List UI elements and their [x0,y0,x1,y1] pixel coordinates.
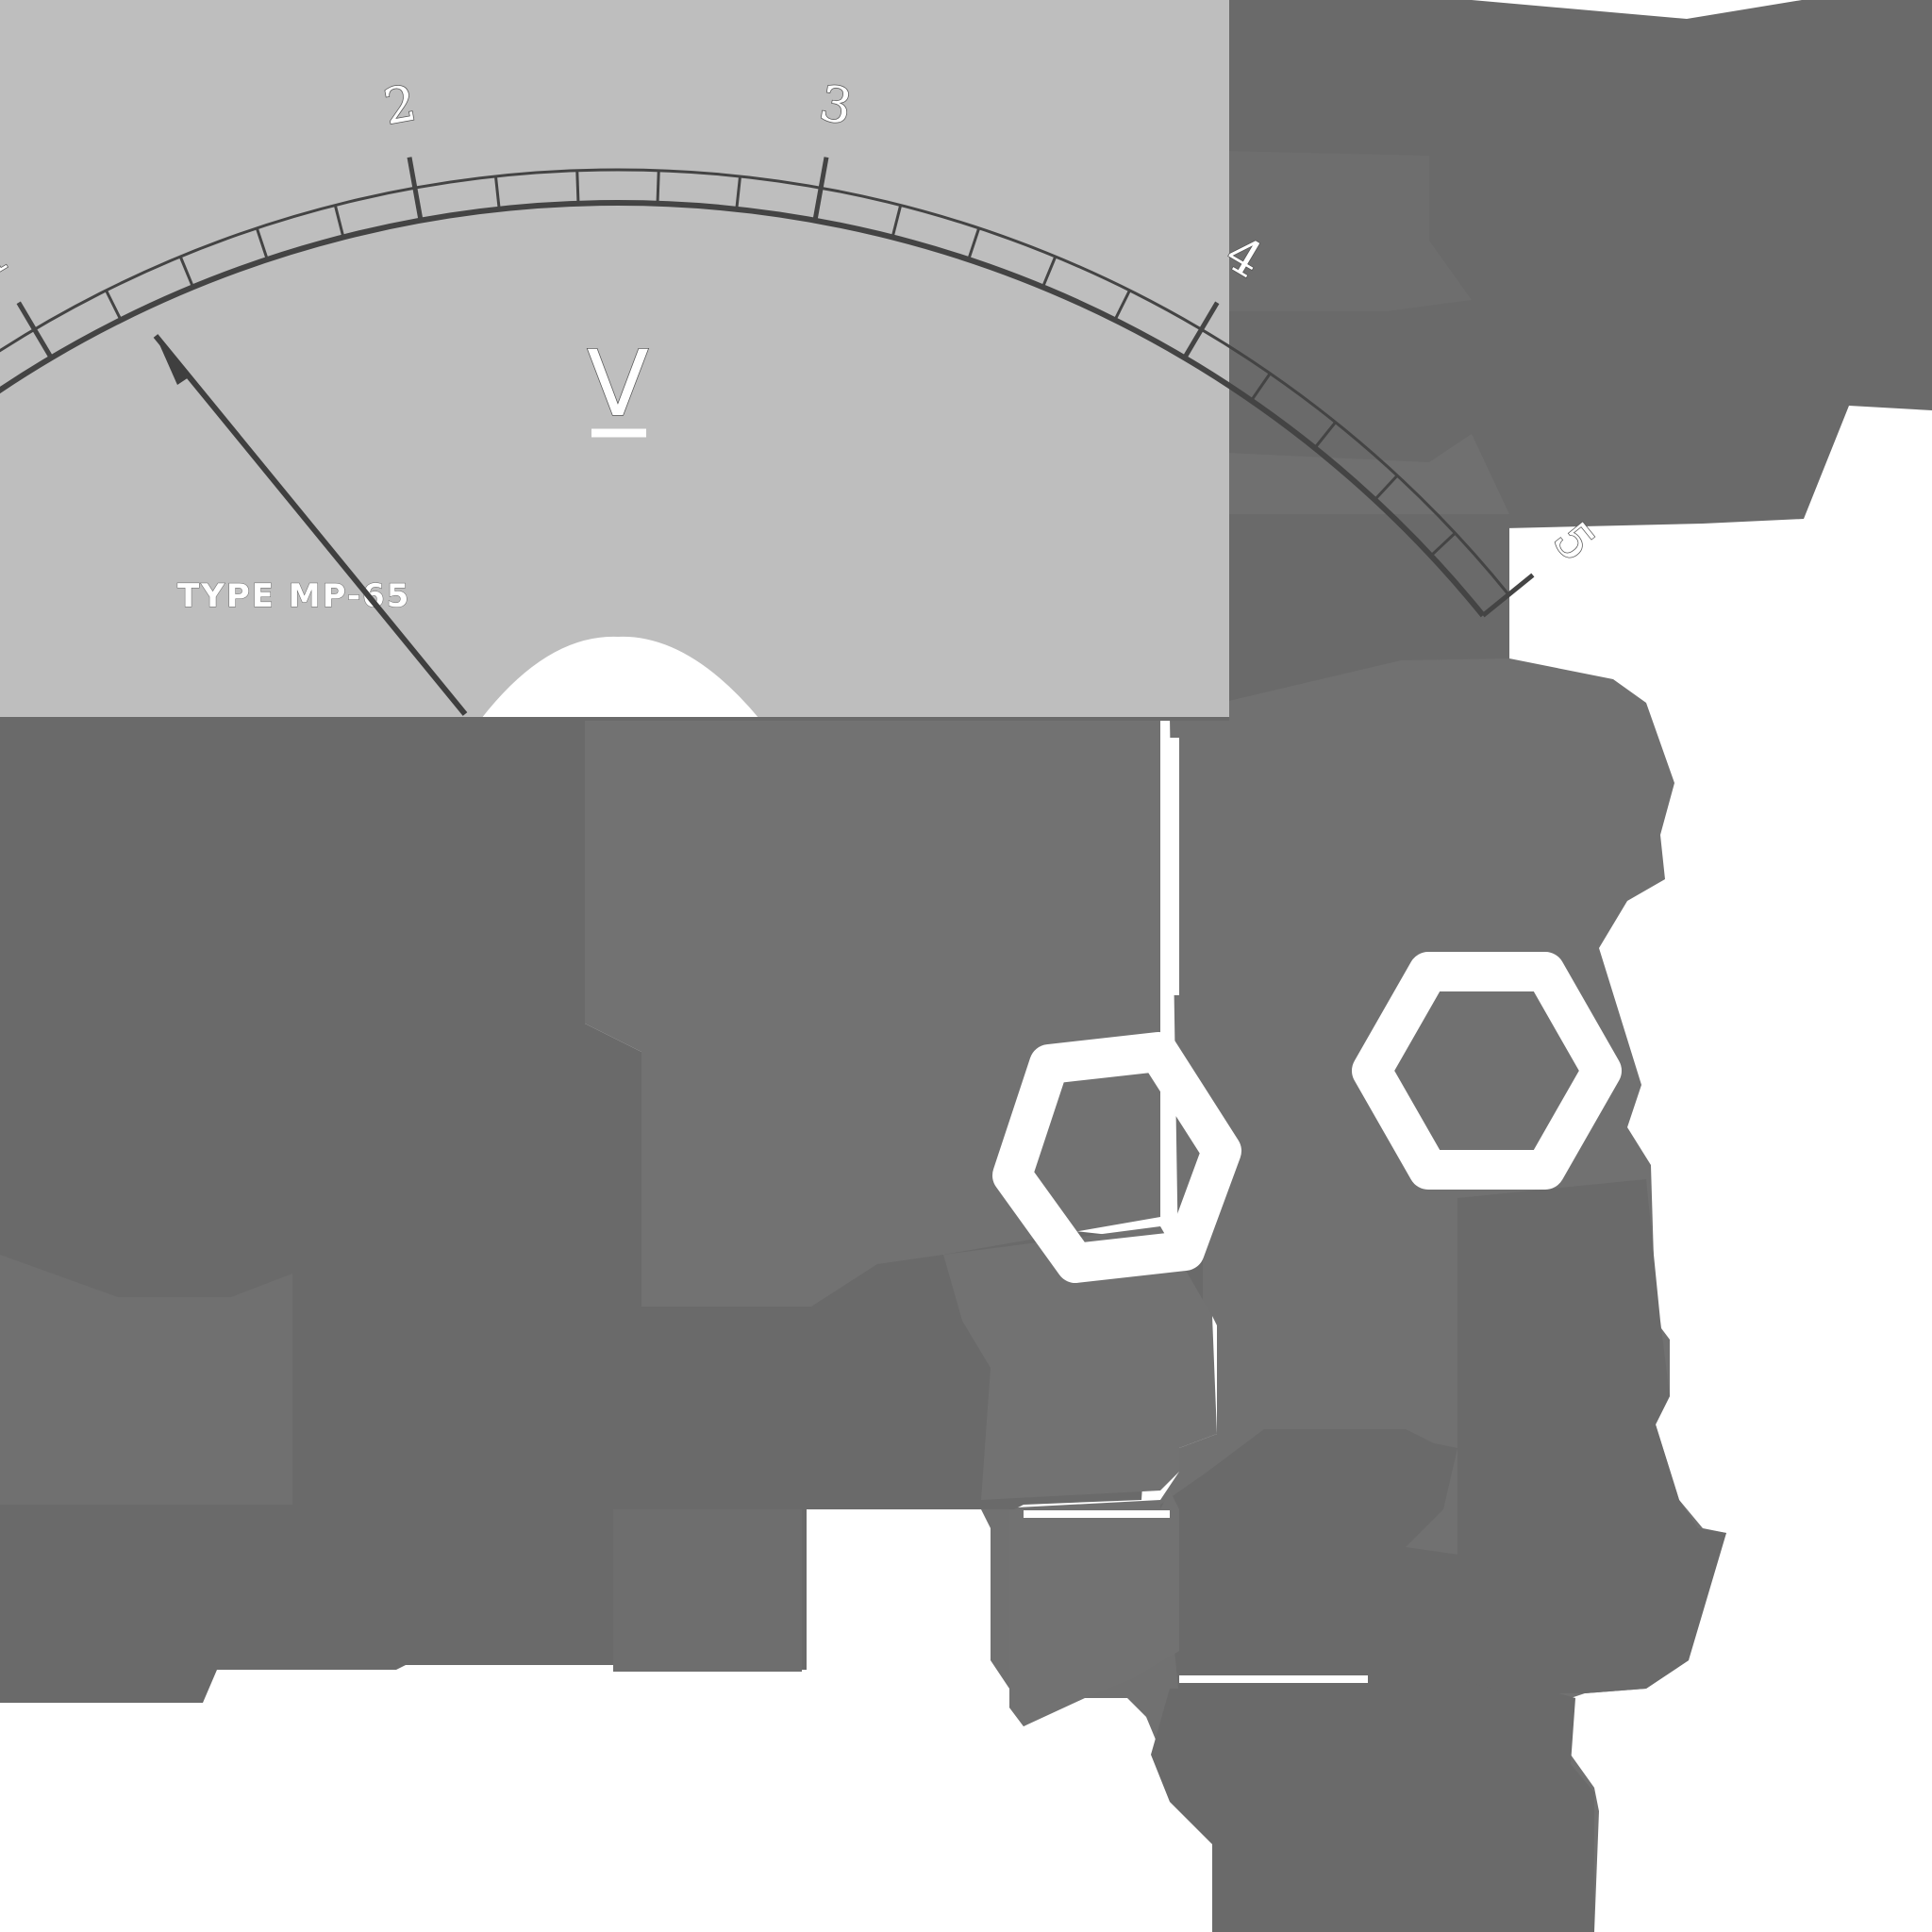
needle-line [153,334,468,716]
hexagons [992,952,1622,1283]
scale-minor-tick [891,205,903,238]
scale-major-tick [812,157,829,222]
center-block [585,719,1160,1307]
scale-minor-tick [255,227,269,260]
scale-minor-tick [1250,373,1272,402]
type-label: TYPE MP-65 [177,577,410,615]
scale-minor-tick [1313,421,1337,449]
lower-body [1151,1679,1594,1932]
pivot-cutout [481,636,759,719]
scale-minor-tick [333,205,345,238]
scale-major-tick [1182,301,1220,359]
unit-label: V [587,331,649,437]
scale-minor-tick [493,175,501,209]
left-hexagon [992,1032,1241,1283]
scale-major-tick [16,301,54,359]
bottom-stub [613,1509,802,1672]
scale-minor-tick [1374,475,1399,501]
slot-lines [1024,738,1368,1683]
scale-arc-outer [0,168,1510,596]
scale-major-tick [1481,573,1535,618]
right-column [1457,1179,1726,1693]
left-mass [0,719,1203,1703]
right-hexagon [1352,952,1622,1190]
center-bridge [943,1226,1217,1500]
scale-minor-tick [1041,256,1058,288]
scale-minor-tick [178,256,194,288]
scale-minor-tick [1113,290,1131,321]
left-plate [0,1255,292,1505]
scale-minor-tick [735,175,742,209]
meter-dial: 012345 V TYPE MP-65 [0,0,1606,721]
scale-major-tick [407,157,424,222]
dial-face [0,0,1229,719]
scale-arc-inner [0,200,1486,618]
meter-needle [153,334,468,716]
scale-minor-tick [967,227,981,260]
needle-tip [156,336,189,385]
scale-minor-tick [575,170,580,204]
top-block [1170,0,1932,542]
bottom-flange [1009,1491,1179,1726]
scale-minor-tick [1429,532,1457,558]
scale-minor-tick [105,290,123,321]
side-plate [1226,151,1472,311]
